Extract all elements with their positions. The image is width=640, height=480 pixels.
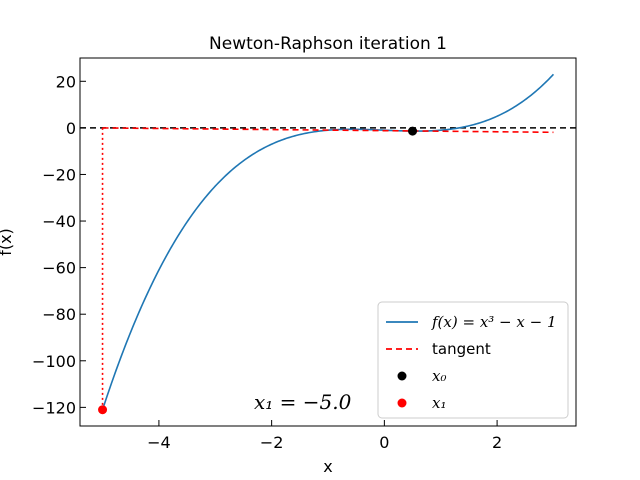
point-x0 xyxy=(408,126,418,136)
iteration-annotation: x₁ = −5.0 xyxy=(254,390,352,414)
tangent-line xyxy=(102,127,554,134)
y-tick-label: −60 xyxy=(42,259,76,278)
plot-area xyxy=(80,73,576,415)
point-x1 xyxy=(98,405,108,415)
x-axis-label: x xyxy=(323,457,332,476)
y-tick-label: 20 xyxy=(56,72,76,91)
y-tick-label: −80 xyxy=(42,305,76,324)
legend-label: x₀ xyxy=(432,367,446,385)
y-tick-label: −100 xyxy=(32,352,76,371)
y-tick-label: −40 xyxy=(42,212,76,231)
axes-frame xyxy=(79,57,577,427)
x-tick-label: −2 xyxy=(260,433,284,452)
y-tick-label: −20 xyxy=(42,165,76,184)
y-axis-label: f(x) xyxy=(0,228,15,256)
legend-swatch-point xyxy=(397,398,407,408)
x-tick-label: 2 xyxy=(492,433,502,452)
x-tick-label: 0 xyxy=(379,433,389,452)
y-tick-label: 0 xyxy=(66,119,76,138)
legend-label: x₁ xyxy=(432,394,446,412)
y-tick-label: −120 xyxy=(32,398,76,417)
legend-label: f(x) = x³ − x − 1 xyxy=(431,313,557,331)
x-tick-label: −4 xyxy=(147,433,171,452)
legend: f(x) = x³ − x − 1 tangent x₀ x₁ xyxy=(377,301,569,419)
legend-frame xyxy=(377,301,569,419)
legend-swatch-point xyxy=(397,371,407,381)
chart-title: Newton-Raphson iteration 1 xyxy=(209,34,447,54)
legend-label: tangent xyxy=(432,340,491,358)
